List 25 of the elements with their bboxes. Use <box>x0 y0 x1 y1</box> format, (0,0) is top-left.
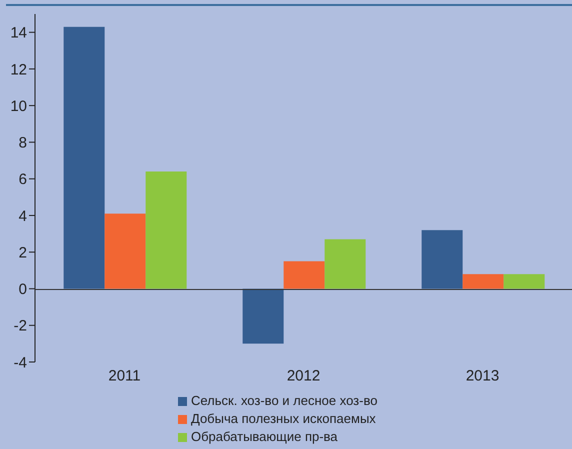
x-tick-label: 2012 <box>286 368 320 385</box>
x-tick-label: 2013 <box>466 368 500 385</box>
bar <box>462 274 504 289</box>
bar <box>324 239 366 289</box>
y-tick-label: -4 <box>14 354 27 372</box>
bar <box>422 230 463 289</box>
y-tick-label: 14 <box>10 24 27 42</box>
y-tick-label: 6 <box>18 171 27 188</box>
bar <box>284 261 325 289</box>
legend-label: Добыча полезных ископаемых <box>191 410 376 428</box>
bar <box>504 274 545 289</box>
y-tick-label: 2 <box>18 244 27 262</box>
bar <box>242 288 284 344</box>
bar <box>64 26 105 289</box>
y-tick-label: -2 <box>14 318 27 335</box>
bar <box>146 172 187 289</box>
y-tick-label: 4 <box>18 208 27 225</box>
x-tick-label: 2011 <box>108 368 141 385</box>
y-tick-label: 0 <box>18 281 27 298</box>
legend-label: Сельск. хоз-во и лесное хоз-во <box>191 392 378 410</box>
legend-label: Обрабатывающие пр-ва <box>191 428 338 446</box>
bar <box>104 214 146 289</box>
y-tick-label: 8 <box>18 134 27 152</box>
y-tick-label: 12 <box>10 61 27 78</box>
y-tick-label: 10 <box>10 98 27 115</box>
